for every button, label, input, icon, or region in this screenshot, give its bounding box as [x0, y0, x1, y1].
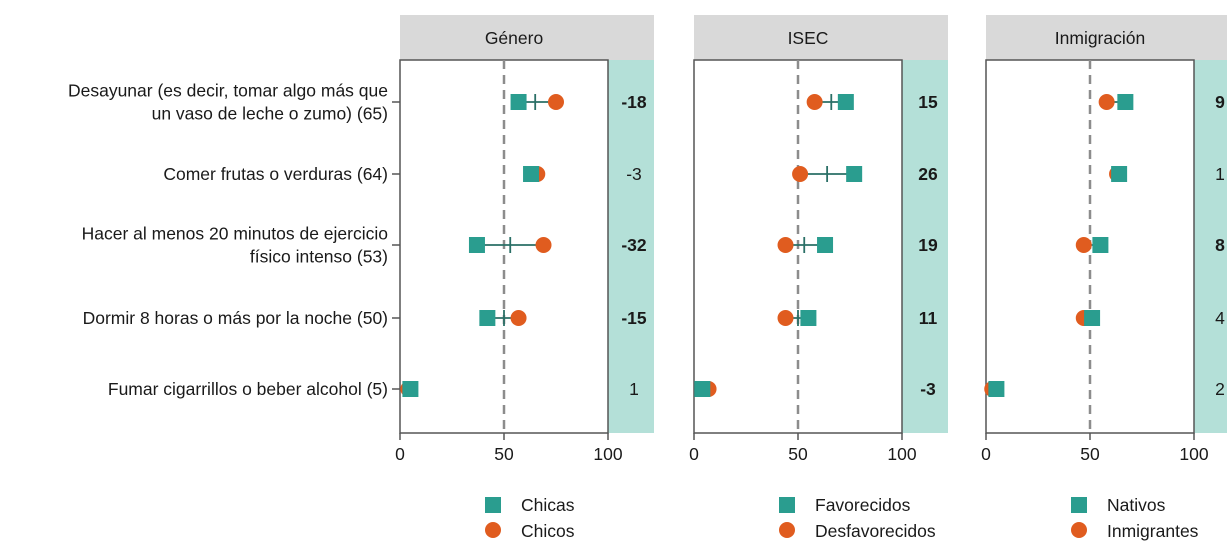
diff-label: -15 — [621, 308, 647, 328]
category-label: Dormir 8 horas o más por la noche (50) — [83, 308, 388, 328]
square-point — [846, 166, 863, 182]
diff-label: -18 — [621, 92, 647, 112]
diff-column — [1194, 60, 1227, 433]
legend-circle — [485, 522, 501, 538]
square-point — [694, 381, 711, 397]
x-tick-label: 50 — [494, 444, 514, 464]
circle-point — [792, 166, 809, 182]
category-label-line: Fumar cigarrillos o beber alcohol (5) — [108, 379, 388, 399]
legend-label: Chicas — [521, 495, 575, 515]
category-label: Desayunar (es decir, tomar algo más que u… — [68, 81, 388, 124]
x-tick-label: 50 — [1080, 444, 1100, 464]
diff-label: 15 — [918, 92, 938, 112]
x-tick-label: 0 — [395, 444, 405, 464]
square-point — [1084, 310, 1101, 326]
legend-square — [1071, 497, 1087, 513]
circle-point — [535, 237, 552, 253]
diff-label: 4 — [1215, 308, 1225, 328]
diff-label: 1 — [629, 379, 639, 399]
category-label-line: Comer frutas o verduras (64) — [163, 164, 388, 184]
square-point — [479, 310, 496, 326]
circle-point — [548, 94, 564, 110]
diff-label: -32 — [621, 235, 647, 255]
panel-title: ISEC — [788, 28, 829, 48]
panel-1: Género 0 50 100 -18 -3 -32 -15 1 Chicas Chicos — [395, 15, 654, 541]
square-point — [988, 381, 1005, 397]
square-point — [402, 381, 419, 397]
category-label-line: un vaso de leche o zumo) (65) — [152, 104, 388, 124]
legend-label: Favorecidos — [815, 495, 911, 515]
legend-label: Desfavorecidos — [815, 521, 936, 541]
square-point — [800, 310, 817, 326]
panel-header — [694, 15, 948, 60]
category-label-line: físico intenso (53) — [250, 247, 388, 267]
x-tick-label: 50 — [788, 444, 808, 464]
panel-header — [986, 15, 1227, 60]
x-tick-label: 0 — [689, 444, 699, 464]
diff-label: -3 — [626, 164, 642, 184]
legend-square — [779, 497, 795, 513]
diff-label: 19 — [918, 235, 938, 255]
diff-label: 1 — [1215, 164, 1225, 184]
panel-header — [400, 15, 654, 60]
diff-label: 11 — [919, 308, 938, 328]
x-tick-label: 100 — [593, 444, 622, 464]
square-point — [837, 94, 854, 110]
circle-point — [777, 310, 794, 326]
square-point — [468, 237, 485, 253]
category-label-line: Hacer al menos 20 minutos de ejercicio — [82, 224, 388, 244]
legend-label: Chicos — [521, 521, 575, 541]
square-point — [510, 94, 527, 110]
panel-title: Inmigración — [1055, 28, 1145, 48]
legend-circle — [779, 522, 795, 538]
square-point — [1092, 237, 1109, 253]
x-tick-label: 100 — [1179, 444, 1208, 464]
legend-label: Inmigrantes — [1107, 521, 1199, 541]
panel-3: Inmigración 0 50 100 9 1 8 4 2 Nativos Inmigrantes — [981, 15, 1227, 541]
category-label-line: Desayunar (es decir, tomar algo más que — [68, 81, 388, 101]
diff-label: 2 — [1215, 379, 1225, 399]
circle-point — [1098, 94, 1115, 110]
category-label: Hacer al menos 20 minutos de ejercicio fí… — [82, 224, 388, 267]
circle-point — [806, 94, 823, 110]
category-label: Fumar cigarrillos o beber alcohol (5) — [108, 379, 388, 399]
legend-circle — [1071, 522, 1087, 538]
diff-label: 8 — [1215, 235, 1225, 255]
x-tick-label: 0 — [981, 444, 991, 464]
diff-label: 9 — [1215, 92, 1225, 112]
legend-square — [485, 497, 501, 513]
diff-label: 26 — [918, 164, 938, 184]
square-point — [817, 237, 834, 253]
square-point — [1111, 166, 1128, 182]
circle-point — [777, 237, 794, 253]
diff-label: -3 — [920, 379, 936, 399]
legend-label: Nativos — [1107, 495, 1166, 515]
diff-column — [902, 60, 948, 433]
square-point — [523, 166, 540, 182]
x-tick-label: 100 — [887, 444, 916, 464]
diff-column — [608, 60, 654, 433]
circle-point — [1075, 237, 1092, 253]
panel-2: ISEC 0 50 100 15 26 19 11 -3 Favorecidos Desfavore… — [689, 15, 948, 541]
circle-point — [510, 310, 527, 326]
category-label: Comer frutas o verduras (64) — [163, 164, 388, 184]
category-label-line: Dormir 8 horas o más por la noche (50) — [83, 308, 388, 328]
panel-title: Género — [485, 28, 543, 48]
square-point — [1117, 94, 1134, 110]
